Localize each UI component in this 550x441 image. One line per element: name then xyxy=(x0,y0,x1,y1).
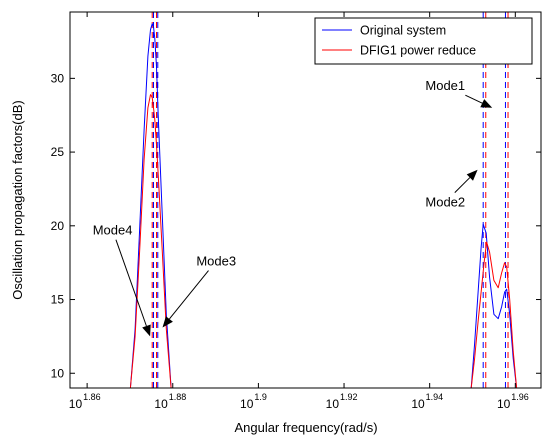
y-tick-label: 25 xyxy=(51,145,65,159)
y-tick-label: 15 xyxy=(51,293,65,307)
y-tick-label: 30 xyxy=(51,71,65,85)
x-tick-label: 10 xyxy=(411,397,425,411)
x-tick-exponent: 1.92 xyxy=(340,392,358,402)
annotation-arrow-head xyxy=(162,316,173,328)
legend-label: Original system xyxy=(360,24,446,38)
annotation-arrow-line xyxy=(115,239,147,327)
x-tick-exponent: 1.96 xyxy=(511,392,529,402)
annotation-label: Mode4 xyxy=(93,223,133,238)
series-line-1 xyxy=(129,23,172,388)
annotation-label: Mode2 xyxy=(425,195,465,210)
annotation-label: Mode1 xyxy=(425,78,465,93)
legend-label: DFIG1 power reduce xyxy=(360,44,476,58)
y-tick-label: 20 xyxy=(51,219,65,233)
x-axis-label: Angular frequency(rad/s) xyxy=(234,420,377,435)
series-layer xyxy=(129,23,518,388)
y-axis-ticks: 10 15 20 25 30 xyxy=(51,71,541,380)
x-tick-label: 10 xyxy=(326,397,340,411)
y-tick-label: 10 xyxy=(51,366,65,380)
annotation-arrow-line xyxy=(454,177,471,193)
series-line-1 xyxy=(470,223,518,388)
x-tick-exponent: 1.88 xyxy=(169,392,187,402)
x-tick-label: 10 xyxy=(69,397,83,411)
annotation-arrow-head xyxy=(480,99,493,108)
annotations: Mode1 Mode2 Mode3 Mode4 xyxy=(93,78,493,337)
x-tick-label: 10 xyxy=(154,397,168,411)
plot-frame xyxy=(69,11,542,389)
x-tick-exponent: 1.86 xyxy=(83,392,101,402)
mode-lines xyxy=(151,12,509,388)
legend: Original system DFIG1 power reduce xyxy=(314,17,533,65)
x-tick-exponent: 1.94 xyxy=(426,392,444,402)
x-tick-exponent: 1.9 xyxy=(254,392,267,402)
annotation-arrow-head xyxy=(466,169,478,181)
annotation-label: Mode3 xyxy=(196,254,236,269)
x-tick-label: 10 xyxy=(497,397,511,411)
series-line-2 xyxy=(129,94,172,388)
annotation-arrow-line xyxy=(169,270,209,320)
y-axis-label: Oscillation propagation factors(dB) xyxy=(10,100,25,299)
x-tick-label: 10 xyxy=(240,397,254,411)
x-axis-ticks: 10 1.86 10 1.88 10 1.9 10 1.92 10 1.94 10 1.96 xyxy=(69,12,529,411)
series-line-2 xyxy=(470,241,518,388)
legend-box xyxy=(314,17,533,65)
annotation-arrow-line xyxy=(465,94,483,104)
annotation-arrow-head xyxy=(142,324,151,337)
